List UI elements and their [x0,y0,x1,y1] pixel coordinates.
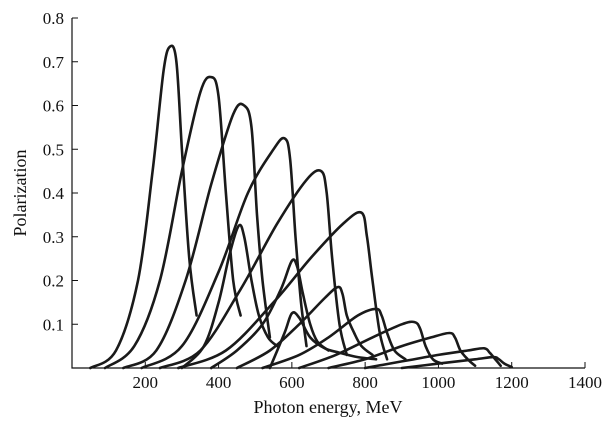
polarization-curve-15 [400,355,513,370]
polarization-curve-13 [327,331,477,370]
x-tick-label: 600 [279,373,305,392]
axes [71,18,585,369]
polarization-curve-5 [158,169,349,370]
polarization-curve-9 [235,285,374,370]
y-tick-label: 0.3 [43,228,64,247]
y-tick-label: 0.8 [43,9,64,28]
x-tick-label: 1200 [495,373,529,392]
y-axis-title: Polarization [10,150,30,237]
polarization-curve-2 [103,75,242,370]
y-tick-label: 0.7 [43,53,65,72]
polarization-curve-8 [209,258,330,370]
polarization-curve-6 [177,210,389,370]
polarization-curve-3 [122,102,272,370]
y-axis-ticks: 0.1 0.2 0.3 0.4 0.5 0.6 0.7 0.8 [43,9,78,334]
y-tick-label: 0.2 [43,272,64,291]
series-group [89,44,513,370]
x-tick-label: 400 [206,373,232,392]
y-tick-label: 0.1 [43,315,64,334]
x-tick-label: 800 [352,373,378,392]
x-tick-label: 1400 [568,373,602,392]
polarization-curve-1 [89,44,198,370]
x-tick-label: 1000 [421,373,455,392]
polarization-curve-11 [268,311,378,370]
x-axis-ticks: 200 400 600 800 1000 1200 1400 [133,362,602,392]
x-tick-label: 200 [133,373,159,392]
polarization-curve-7 [180,223,279,370]
polarization-curve-10 [261,307,407,370]
y-tick-label: 0.4 [43,184,65,203]
y-tick-label: 0.6 [43,97,64,116]
y-tick-label: 0.5 [43,140,64,159]
x-axis-title: Photon energy, MeV [254,397,403,417]
plot-frame [71,18,585,369]
polarization-curve-14 [363,346,502,370]
